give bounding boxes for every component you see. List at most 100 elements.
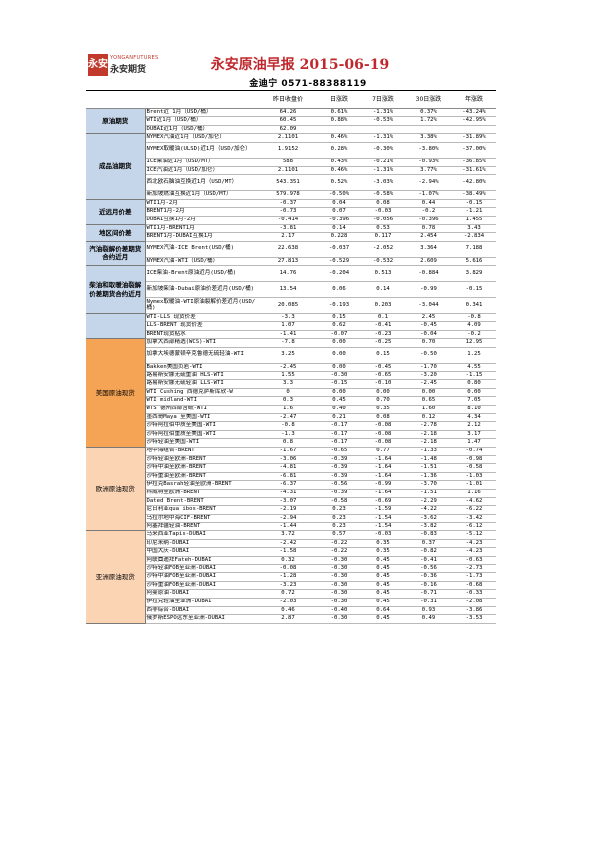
value-cell: -0.56 <box>317 480 361 490</box>
value-cell: -0.63 <box>452 556 496 566</box>
value-cell: 0.35 <box>361 539 405 549</box>
value-cell: 8.10 <box>452 405 496 415</box>
value-cell: -3.07 <box>259 497 317 507</box>
table-row: WTI近1月（USD/桶） 60.45 0.88% -0.53% 1.72% -42.95… <box>86 116 496 126</box>
table-row: 沙特中油至欧洲-BRENT -4.81 -0.39 -1.64 -1.51 -0.58 <box>86 463 496 473</box>
value-cell: -0.884 <box>405 265 452 283</box>
value-cell: 13.54 <box>259 281 317 299</box>
value-cell: 0.46 <box>259 606 317 616</box>
table-row: 沙特轻油至美国-WTI 0.8 -0.17 -0.08 -2.18 1.47 <box>86 438 496 448</box>
value-cell: -0.8 <box>452 313 496 323</box>
row-label: 马来西亚Tapis-DUBAI <box>145 530 259 540</box>
value-cell: -1.51 <box>405 463 452 473</box>
value-cell: -38.49% <box>452 190 496 200</box>
table-row: 伊拉克Basrah轻油至欧洲-BRENT -6.37 -0.56 -0.99 -3.70… <box>86 480 496 490</box>
table-row: WTI Cushing 西德克萨斯库欣-W 0 0.00 0.00 0.00 0.00 <box>86 388 496 398</box>
value-cell: 3.364 <box>405 241 452 258</box>
value-cell: 0.62 <box>317 321 361 331</box>
row-label: WTI1月-BRENT1月 <box>145 224 259 234</box>
value-cell: -0.39 <box>317 472 361 482</box>
value-cell: -7.8 <box>259 338 317 348</box>
table-row: BRENT现货贴水 -1.41 -0.07 -0.23 -0.04 -0.2 <box>86 330 496 340</box>
value-cell: -4.22 <box>405 505 452 515</box>
value-cell: -0.03 <box>361 530 405 540</box>
table-row: Dated Brent-BRENT -3.07 -0.58 -0.69 -2.29 -4.… <box>86 497 496 507</box>
row-label: 沙特阿拉伯重质至美国-WTI <box>145 430 259 440</box>
value-cell: 0.08 <box>361 413 405 423</box>
table-row: 原油期货 Brent近 1月（USD/桶） 64.26 0.61% -1.31% 0.37… <box>86 108 496 135</box>
value-cell: 0.00 <box>317 363 361 373</box>
value-cell: 0.00 <box>317 338 361 348</box>
value-cell: 0.04 <box>317 199 361 209</box>
value-cell: 0.45 <box>361 581 405 591</box>
value-cell: 4.09 <box>452 321 496 331</box>
value-cell: -3.82 <box>405 522 452 532</box>
value-cell: -2.45 <box>259 363 317 373</box>
value-cell: -1.59 <box>361 505 405 515</box>
value-cell: 1.07 <box>259 321 317 331</box>
row-label: 乌拉尔地中海CIF-BRENT <box>145 514 259 524</box>
value-cell: -0.30% <box>361 142 405 159</box>
value-cell: -0.529 <box>317 257 361 267</box>
value-cell: 2.12 <box>452 421 496 431</box>
row-label: 中国大庆-DUBAI <box>145 547 259 557</box>
value-cell: -0.204 <box>317 265 361 283</box>
value-cell: -1.36 <box>405 472 452 482</box>
value-cell: -2.29 <box>405 497 452 507</box>
value-cell: 0.78 <box>405 224 452 234</box>
value-cell: 0.44 <box>405 199 452 209</box>
value-cell: -1.64 <box>361 455 405 465</box>
value-cell: 3.43 <box>452 224 496 234</box>
row-label: 伊拉克轻油至亚洲-DUBAI <box>145 598 259 607</box>
table-row: 沙特轻油至欧洲-BRENT -3.06 -0.39 -1.64 -1.48 -0.98 <box>86 455 496 465</box>
value-cell: 2.87 <box>259 614 317 624</box>
value-cell: -4.31 <box>259 489 317 498</box>
value-cell: 1.55 <box>259 371 317 381</box>
value-cell: -2.42 <box>259 539 317 549</box>
value-cell <box>361 125 405 135</box>
value-cell: -0.58% <box>361 190 405 200</box>
row-label: 沙特重油FOB至亚洲-DUBAI <box>145 581 259 591</box>
value-cell: -31.89% <box>452 133 496 143</box>
value-cell: -4.62 <box>452 497 496 507</box>
column-header: 日涨跌 <box>317 92 361 109</box>
value-cell: 27.813 <box>259 257 317 267</box>
table-header-row: 昨日收盘价 日涨跌 7日涨跌 30日涨跌 年涨跌 <box>86 92 496 109</box>
table-row: 阿曼原油-DUBAI 0.72 -0.30 0.45 -0.71 -0.33 <box>86 589 496 599</box>
row-label: LLS-BRENT 现货价差 <box>145 321 259 331</box>
value-cell: -2.73 <box>452 564 496 574</box>
table-row: 美国原油现货 加拿大西部精选(WCS)-WTI -7.8 0.00 -0.25 0.70 1… <box>86 338 496 448</box>
value-cell: 3.25 <box>259 347 317 364</box>
row-label: 沙特轻油至美国-WTI <box>145 438 259 448</box>
row-label: 加拿大西部精选(WCS)-WTI <box>145 338 259 348</box>
table-row: 地区间价差 WTI1月-BRENT1月 -3.81 0.14 0.53 0.78 3.43 <box>86 224 496 242</box>
value-cell: 7.05 <box>452 396 496 406</box>
value-cell: 3.829 <box>452 265 496 283</box>
value-cell: -1.21 <box>452 207 496 217</box>
value-cell: -0.2 <box>405 207 452 217</box>
section-label: 美国原油现货 <box>86 338 146 448</box>
value-cell: -4.81 <box>259 463 317 473</box>
value-cell: 7.188 <box>452 241 496 258</box>
value-cell: -1.03 <box>452 472 496 482</box>
table-row: 中国大庆-DUBAI -1.58 -0.22 0.35 -0.82 -4.23 <box>86 547 496 557</box>
value-cell: -1.54 <box>361 522 405 532</box>
value-cell: -0.69 <box>361 497 405 507</box>
value-cell: 0.228 <box>317 232 361 242</box>
section-label <box>86 313 146 340</box>
row-label: 沙特轻油FOB至亚洲-DUBAI <box>145 564 259 574</box>
value-cell: -0.04 <box>405 330 452 340</box>
value-cell <box>317 125 361 135</box>
value-cell: -1.67 <box>259 447 317 456</box>
row-label: 加拿大埃德蒙顿辛克鲁德无硫轻油-WTI <box>145 347 259 364</box>
value-cell: -0.30 <box>317 589 361 599</box>
value-cell: 588 <box>259 158 317 167</box>
value-cell <box>405 125 452 135</box>
value-cell: 1.9152 <box>259 142 317 159</box>
row-label: 沙特轻油至欧洲-BRENT <box>145 455 259 465</box>
value-cell: -0.30 <box>317 371 361 381</box>
value-cell: 0.46% <box>317 166 361 176</box>
section-label: 近远月价差 <box>86 199 146 225</box>
value-cell: -0.17 <box>317 421 361 431</box>
value-cell: 0.3 <box>259 396 317 406</box>
